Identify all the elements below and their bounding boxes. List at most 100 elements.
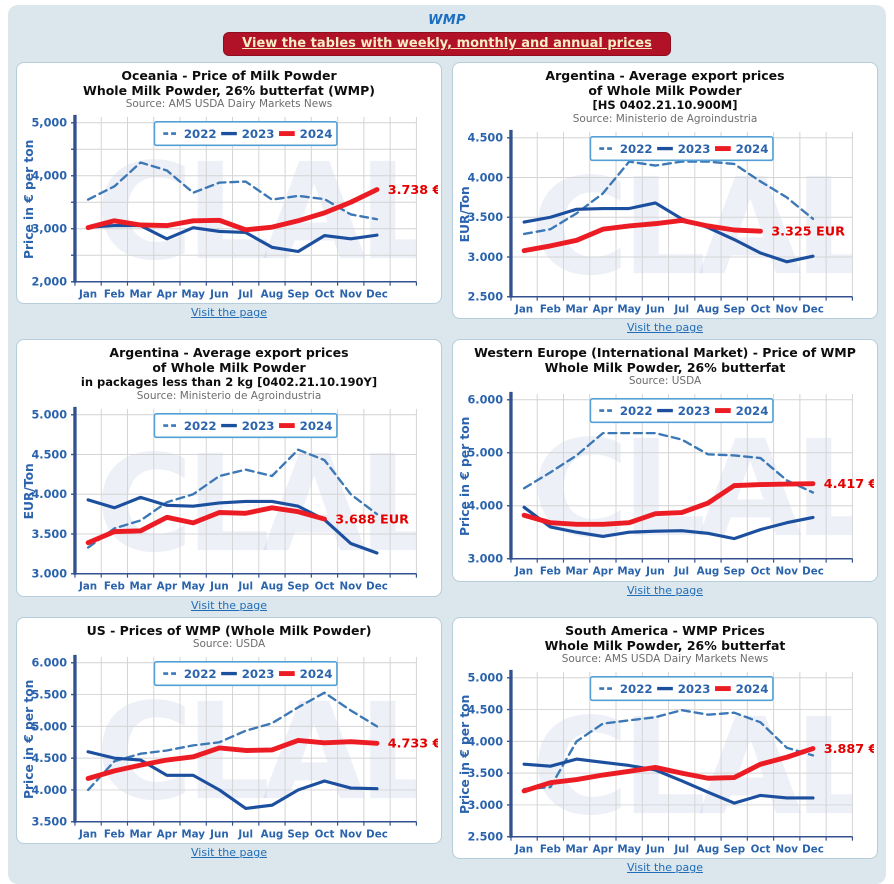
month-label: Sep	[723, 843, 745, 855]
month-label: Mar	[565, 566, 588, 578]
chart-title-line: of Whole Milk Powder	[152, 360, 306, 376]
month-label: Apr	[593, 303, 614, 315]
chart-canvas-argentina-2kg: CLAL 3.000 3.500 4.000 4.500 5.000 EUR/Ton Jan F…	[20, 403, 438, 595]
month-label: Jun	[209, 288, 229, 300]
legend-box	[589, 675, 774, 701]
visit-page-link[interactable]: Visit the page	[191, 598, 267, 612]
month-label: Sep	[287, 288, 309, 300]
chart-svg: CLAL 3.000 4.000 5.000 6.000 Price in € per t…	[458, 392, 874, 578]
chart-canvas-argentina-900m: CLAL 2.500 3.000 3.500 4.000 4.500 EUR/Ton Jan F…	[456, 126, 874, 318]
month-label: Jan	[78, 828, 97, 840]
y-tick-label: 4.500	[31, 752, 67, 765]
chart-source: Source: Ministerio de Agroindustria	[572, 113, 758, 125]
legend-label-2023: 2023	[242, 127, 275, 141]
y-tick-label: 3.000	[467, 798, 503, 811]
y-tick-label: 3.500	[31, 815, 67, 828]
month-label: Jul	[237, 828, 253, 840]
visit-page-link[interactable]: Visit the page	[627, 321, 703, 335]
legend-label-2024: 2024	[736, 142, 769, 156]
chart-cell-western-europe: Western Europe (International Market) - …	[452, 339, 878, 615]
y-tick-label: 2.500	[467, 830, 503, 843]
view-tables-banner-link[interactable]: View the tables with weekly, monthly and…	[223, 32, 671, 56]
y-tick-label: 4.000	[467, 500, 503, 513]
y-axis: 3.000 3.500 4.000 4.500 5.000	[31, 409, 75, 581]
clal-watermark: CLAL	[95, 135, 438, 290]
legend-label-2022: 2022	[184, 667, 217, 681]
chart-source: Source: AMS USDA Dairy Markets News	[561, 652, 769, 665]
series-2022-line	[86, 161, 379, 221]
y-tick-label: 4.000	[467, 171, 503, 184]
chart-title-line: Whole Milk Powder, 26% butterfat (WMP)	[83, 83, 375, 98]
x-axis-ticks	[510, 836, 853, 841]
month-label: Mar	[565, 303, 588, 315]
series-2024-line	[521, 745, 816, 793]
chart-panel-us: US - Prices of WMP (Whole Milk Powder) S…	[16, 616, 442, 844]
legend-box	[153, 413, 338, 439]
y-tick-label: 4.000	[467, 735, 503, 748]
x-axis-labels: Jan Feb Mar Apr May Jun Jul Aug Sep Oct Nov Dec	[514, 566, 824, 578]
chart-panel-argentina-2kg: Argentina - Average export prices of Who…	[16, 339, 442, 597]
month-label: Nov	[340, 288, 363, 300]
visit-page-link[interactable]: Visit the page	[191, 306, 267, 320]
chart-canvas-us: CLAL 3.500 4.000 4.500 5.000 5.500 6.000 Price …	[20, 651, 438, 843]
chart-title-line: Argentina - Average export prices	[109, 345, 349, 361]
legend: 2022 2023 2024	[153, 660, 338, 686]
legend-label-2023: 2023	[678, 404, 711, 418]
chart-cell-argentina-900m: Argentina - Average export prices of Who…	[452, 62, 878, 338]
chart-source: Source: USDA	[628, 375, 702, 388]
month-label: Mar	[129, 828, 152, 840]
x-axis-ticks	[74, 821, 417, 826]
chart-svg: CLAL3.5004.0004.5005.0005.5006.000Price …	[22, 654, 438, 840]
y-axis-title: Price in € per ton	[22, 140, 36, 259]
clal-watermark: CLAL	[531, 690, 874, 845]
x-axis-labels: Jan Feb Mar Apr May Jun Jul Aug Sep Oct Nov Dec	[78, 581, 388, 593]
y-tick-label: 4.500	[467, 132, 503, 145]
visit-page-link[interactable]: Visit the page	[191, 845, 267, 859]
month-label: Feb	[540, 566, 561, 578]
y-tick-label: 4.000	[31, 488, 67, 501]
legend-label-2023: 2023	[242, 419, 275, 433]
month-label: Aug	[697, 566, 720, 578]
legend-label-2023: 2023	[242, 667, 275, 681]
month-label: Oct	[751, 566, 771, 578]
month-label: Nov	[776, 303, 799, 315]
month-label: Jan	[514, 303, 533, 315]
y-tick-label: 6.000	[31, 656, 67, 669]
legend-label-2024: 2024	[736, 404, 769, 418]
month-label: Jul	[673, 566, 689, 578]
chart-cell-south-america: South America - WMP Prices Whole Milk Po…	[452, 616, 878, 878]
visit-page-link[interactable]: Visit the page	[627, 583, 703, 597]
y-axis: 2.500 3.000 3.500 4.000 4.500 5.000	[467, 671, 511, 843]
series-2022-line	[86, 448, 379, 550]
month-label: Nov	[776, 566, 799, 578]
month-label: Jun	[209, 828, 229, 840]
visit-page-link[interactable]: Visit the page	[627, 860, 703, 874]
month-label: Jun	[645, 303, 665, 315]
chart-svg: CLAL 3.000 3.500 4.000 4.500 5.000 EUR/Ton Jan F…	[22, 407, 438, 593]
chart-title-line: Whole Milk Powder, 26% butterfat	[544, 637, 786, 653]
page-title: WMP	[428, 13, 466, 28]
y-tick-label: 3.000	[467, 251, 503, 264]
month-label: Jul	[237, 288, 253, 300]
clal-watermark: CLAL	[95, 427, 438, 582]
clal-watermark: CLAL	[531, 412, 874, 567]
chart-title-line: Oceania - Price of Milk Powder	[121, 68, 337, 83]
month-label: Sep	[723, 566, 745, 578]
current-value-label: 4.733 €	[388, 736, 438, 751]
legend-label-2024: 2024	[300, 419, 333, 433]
legend-label-2022: 2022	[184, 127, 217, 141]
y-axis: 2.500 3.000 3.500 4.000 4.500	[467, 132, 511, 304]
month-label: Apr	[593, 843, 614, 855]
y-tick-label: 5,000	[31, 117, 67, 130]
page-container: WMP View the tables with weekly, monthly…	[8, 5, 886, 884]
month-label: Sep	[723, 303, 745, 315]
legend-label-2024: 2024	[300, 667, 333, 681]
month-label: Dec	[366, 288, 388, 300]
legend-label-2024: 2024	[736, 682, 769, 696]
chart-cell-oceania: Oceania - Price of Milk Powder Whole Mil…	[16, 62, 442, 338]
month-label: Nov	[340, 828, 363, 840]
month-label: Jul	[237, 581, 253, 593]
month-label: Jul	[673, 303, 689, 315]
legend: 2022 2023 2024	[153, 413, 338, 439]
chart-title-line: Whole Milk Powder, 26% butterfat	[544, 360, 786, 376]
